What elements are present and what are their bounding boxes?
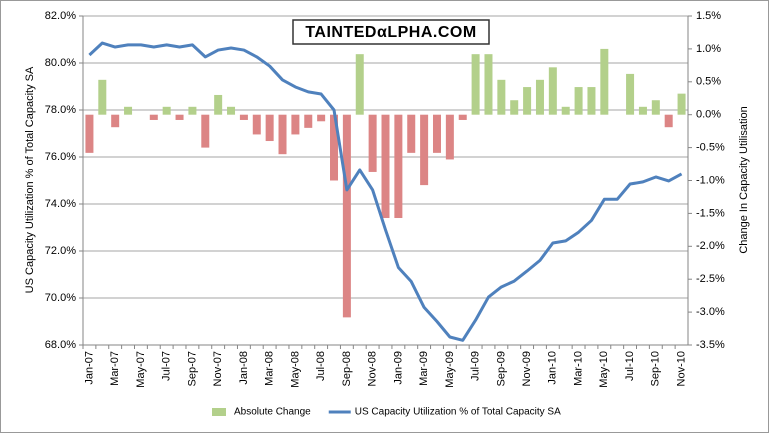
bar [561, 106, 570, 115]
x-tick-label: Mar-09 [418, 351, 430, 386]
bar [548, 67, 557, 115]
x-tick-label: Jan-09 [392, 351, 404, 385]
x-tick-label: Sep-08 [341, 351, 353, 386]
bar [162, 106, 171, 115]
bar [304, 114, 313, 128]
watermark: TAINTEDαLPHA.COM [292, 19, 490, 45]
y-tick-label: 74.0% [45, 198, 76, 210]
bar [535, 79, 544, 115]
bar [175, 114, 184, 120]
bar [252, 114, 261, 135]
y2-tick-label: 0.0% [696, 109, 721, 121]
y-tick-label: 68.0% [45, 339, 76, 351]
x-tick-label: May-07 [135, 351, 147, 388]
y2-tick-label: -2.5% [696, 273, 725, 285]
bar [432, 114, 441, 153]
y2-tick-label: -0.5% [696, 142, 725, 154]
x-tick-label: Jan-08 [238, 351, 250, 385]
y2-tick-label: 1.0% [696, 43, 721, 55]
bar [201, 114, 210, 148]
y-tick-label: 76.0% [45, 151, 76, 163]
legend-swatch [212, 408, 226, 416]
bar [317, 114, 326, 122]
bar [239, 114, 248, 120]
bar [98, 79, 107, 115]
x-tick-label: Sep-10 [650, 351, 662, 386]
x-tick-label: Mar-08 [264, 351, 276, 386]
bar [124, 106, 133, 115]
watermark-text: TAINTEDαLPHA.COM [305, 24, 476, 41]
bar [471, 54, 480, 115]
x-tick-label: Jul-09 [470, 351, 482, 381]
bar [342, 114, 351, 318]
bar [420, 114, 429, 186]
y-tick-label: 82.0% [45, 10, 76, 22]
line [88, 41, 683, 342]
y-tick-label: 72.0% [45, 245, 76, 257]
y-tick-label: 80.0% [45, 57, 76, 69]
x-tick-label: Nov-10 [675, 351, 687, 386]
bar [368, 114, 377, 172]
bar [227, 106, 236, 115]
x-tick-label: Nov-09 [521, 351, 533, 386]
x-tick-label: Mar-10 [572, 351, 584, 386]
bar [664, 114, 673, 128]
bar [626, 73, 635, 115]
bar [355, 54, 364, 115]
x-tick-label: Jul-10 [624, 351, 636, 381]
bar [394, 114, 403, 219]
bar [497, 79, 506, 115]
bar [407, 114, 416, 153]
x-tick-label: May-09 [444, 351, 456, 388]
y-tick-label: 78.0% [45, 104, 76, 116]
y-axis-label: US Capacity Utilization % of Total Capac… [24, 66, 36, 293]
bar [265, 114, 274, 142]
legend-label: US Capacity Utilization % of Total Capac… [355, 407, 561, 418]
y2-tick-label: -1.0% [696, 174, 725, 186]
bar [445, 114, 454, 160]
x-tick-label: May-10 [598, 351, 610, 388]
bar [523, 87, 532, 115]
y2-tick-label: 1.5% [696, 10, 721, 22]
x-tick-label: Mar-07 [109, 351, 121, 386]
x-tick-label: Sep-09 [495, 351, 507, 386]
x-tick-label: Jul-07 [161, 351, 173, 381]
bar [458, 114, 467, 120]
x-tick-label: Nov-08 [367, 351, 379, 386]
bar [651, 100, 660, 115]
bar [600, 48, 609, 115]
bar [111, 114, 120, 128]
bar [510, 100, 519, 115]
bar [149, 114, 158, 120]
bar [330, 114, 339, 181]
x-tick-label: Jul-08 [315, 351, 327, 381]
x-tick-label: Sep-07 [186, 351, 198, 386]
bar [381, 114, 390, 219]
bar [291, 114, 300, 135]
y2-tick-label: -1.5% [696, 207, 725, 219]
y2-tick-label: 0.5% [696, 76, 721, 88]
x-tick-label: Jan-07 [83, 351, 95, 385]
bar [85, 114, 94, 153]
y-tick-label: 70.0% [45, 292, 76, 304]
bar [214, 94, 223, 115]
x-tick-label: May-08 [289, 351, 301, 388]
bar [587, 87, 596, 115]
y2-tick-label: -3.0% [696, 306, 725, 318]
bar [677, 93, 686, 115]
watermark-box [292, 19, 490, 45]
y2-tick-label: -3.5% [696, 339, 725, 351]
x-tick-label: Jan-10 [547, 351, 559, 385]
bar [574, 87, 583, 115]
legend-label: Absolute Change [234, 407, 311, 418]
bar [638, 106, 647, 115]
bar [188, 106, 197, 115]
y2-tick-label: -2.0% [696, 240, 725, 252]
bar [278, 114, 287, 155]
bar [484, 54, 493, 115]
y2-axis-label: Change In Capacity Utilisation [738, 106, 750, 253]
x-tick-label: Nov-07 [212, 351, 224, 386]
